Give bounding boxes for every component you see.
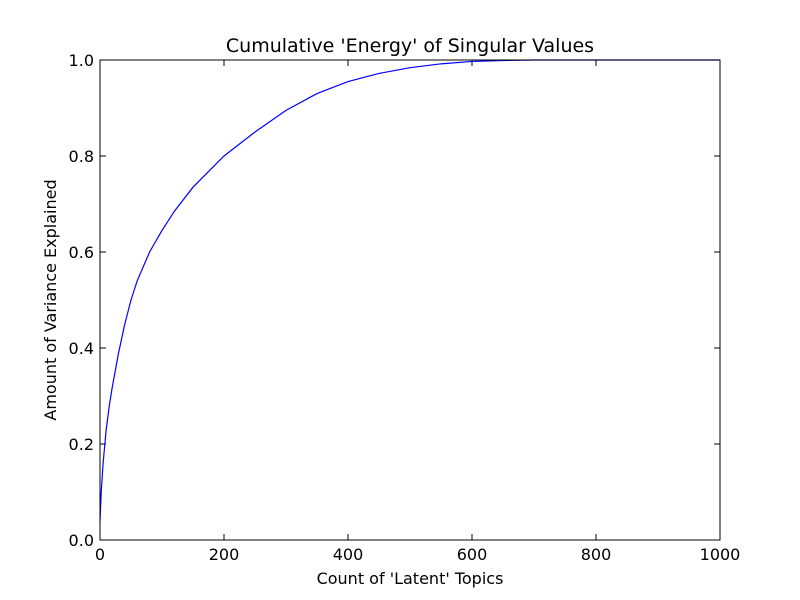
plot-frame bbox=[99, 59, 721, 541]
chart-title: Cumulative 'Energy' of Singular Values bbox=[226, 35, 594, 57]
tick-labels: 0 200 400 600 800 1000 0.0 0.2 0.4 0.6 0.8 1.0 bbox=[69, 51, 741, 564]
y-tick-label: 0.8 bbox=[69, 147, 94, 166]
x-tick-label: 800 bbox=[581, 545, 612, 564]
x-tick-label: 1000 bbox=[700, 545, 741, 564]
x-axis-label: Count of 'Latent' Topics bbox=[317, 569, 504, 588]
x-tick-label: 200 bbox=[209, 545, 240, 564]
y-tick-label: 0.0 bbox=[69, 531, 94, 550]
y-axis-label: Amount of Variance Explained bbox=[41, 179, 60, 420]
y-tick-label: 1.0 bbox=[69, 51, 94, 70]
plot-area bbox=[100, 60, 720, 540]
y-tick-label: 0.6 bbox=[69, 243, 94, 262]
x-tick-label: 0 bbox=[95, 545, 105, 564]
x-tick-label: 400 bbox=[333, 545, 364, 564]
y-tick-label: 0.4 bbox=[69, 339, 94, 358]
series-line bbox=[99, 59, 720, 521]
x-tick-label: 600 bbox=[457, 545, 488, 564]
y-tick-label: 0.2 bbox=[69, 435, 94, 454]
